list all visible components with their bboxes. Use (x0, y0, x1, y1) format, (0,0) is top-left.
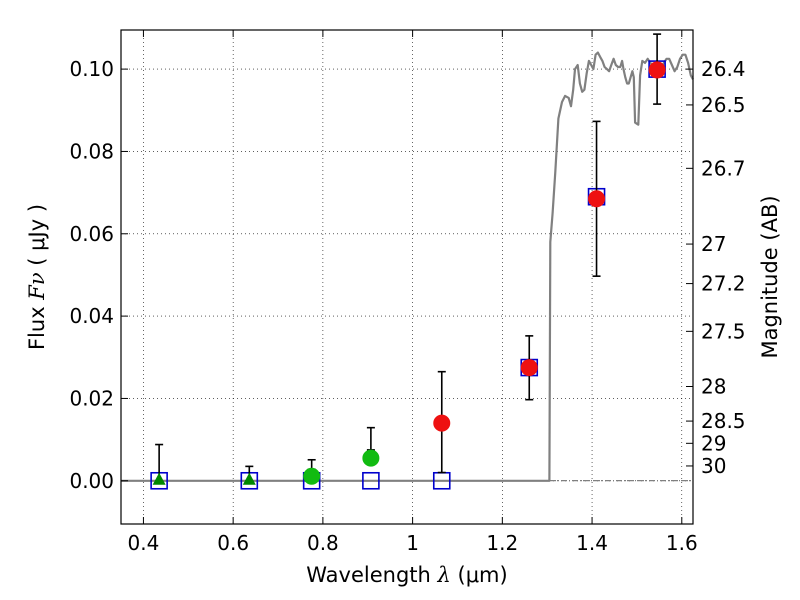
grid-lines (121, 30, 693, 524)
mag-tick-label: 27.2 (701, 272, 746, 296)
y2-axis-label: Magnitude (AB) (758, 195, 782, 358)
x-tick-label: 0.8 (307, 531, 339, 555)
upper-limit-triangle (152, 472, 166, 485)
y-axis-label-symbol: Fν (25, 272, 49, 301)
y-tick-label: 0.04 (69, 304, 114, 328)
axis-ticks: 0.4 0.6 0.8 1 1.2 1.4 1.6 0.00 0.02 0.04 0.06 0.08 0… (69, 30, 746, 555)
y-tick-label: 0.06 (69, 222, 114, 246)
x-tick-label: 0.6 (217, 531, 249, 555)
y-tick-label: 0.02 (69, 386, 114, 410)
x-tick-label: 1 (406, 531, 419, 555)
y-tick-label: 0.10 (69, 57, 114, 81)
mag-tick-label: 26.5 (701, 93, 746, 117)
mag-tick-label: 26.4 (701, 57, 746, 81)
plot-frame (120, 29, 694, 525)
model-spectrum-layer (121, 51, 694, 482)
model-spectrum-line (121, 51, 694, 482)
x-tick-label: 0.4 (128, 531, 160, 555)
observed-flux-point (588, 190, 606, 208)
mag-tick-label: 30 (701, 454, 726, 478)
y-axis-label-unit: ( μJy ) (25, 204, 49, 272)
mag-tick-label: 26.7 (701, 156, 746, 180)
y-axis-label-prefix: Flux (25, 300, 49, 350)
y-tick-label: 0.00 (69, 469, 114, 493)
observed-flux-point (648, 61, 666, 79)
x-axis-label-unit: (μm) (451, 563, 508, 587)
x-tick-label: 1.4 (576, 531, 608, 555)
observed-flux-point (303, 467, 321, 485)
mag-tick-label: 28 (701, 375, 726, 399)
observed-flux-point (433, 414, 451, 432)
x-axis-label: Wavelength λ (μm) (306, 563, 507, 587)
observed-flux-point (362, 449, 380, 467)
x-axis-label-prefix: Wavelength (306, 563, 437, 587)
mag-tick-label: 27.5 (701, 319, 746, 343)
y-axis-label: Flux Fν ( μJy ) (25, 204, 49, 350)
model-flux-square (362, 471, 380, 490)
y-tick-label: 0.08 (69, 139, 114, 163)
mag-tick-label: 28.5 (701, 409, 746, 433)
x-tick-label: 1.6 (666, 531, 698, 555)
mag-tick-label: 29 (701, 431, 726, 455)
x-axis-label-symbol: λ (437, 563, 451, 587)
upper-limit-triangle (242, 472, 256, 485)
data-points-layer (150, 33, 666, 490)
observed-flux-point (520, 359, 538, 377)
x-tick-label: 1.2 (486, 531, 518, 555)
mag-tick-label: 27 (701, 232, 726, 256)
